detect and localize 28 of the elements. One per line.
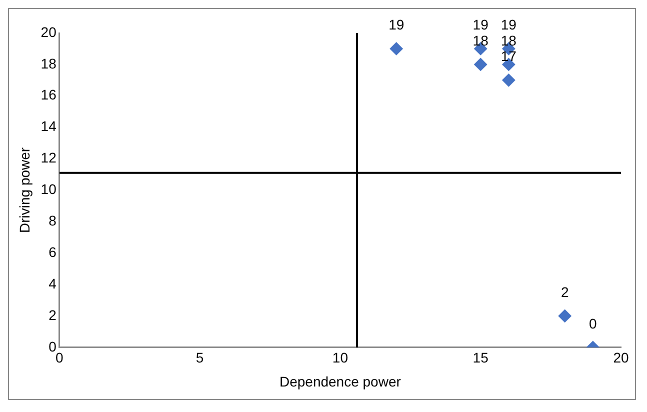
x-tick-label: 10 [332,350,348,366]
y-tick-label: 10 [40,181,57,198]
y-tick-label: 18 [40,55,57,72]
point [390,42,403,56]
x-tick-label: 15 [472,350,489,366]
y-tick-label: 6 [48,244,57,260]
data-label: 18 [472,32,489,48]
y-tick-label: 12 [40,150,57,166]
data-label: 19 [500,16,517,33]
data-label: 17 [500,48,517,64]
y-tick-label: 20 [40,24,57,40]
y-tick-label: 16 [40,86,57,103]
y-tick-label: 0 [48,338,57,354]
y-axis-title: Driving power [16,147,32,233]
data-label: 18 [500,32,517,48]
data-label: 0 [589,315,598,332]
x-tick-label: 20 [613,350,629,366]
data-label: 19 [472,16,489,33]
y-tick-label: 14 [40,118,57,134]
y-tick-label: 2 [48,306,57,323]
y-tick-label: 4 [48,275,57,292]
point [474,58,488,71]
point [502,74,516,87]
data-label: 19 [388,16,404,33]
x-axis-title: Dependence power [279,373,402,390]
y-tick-label: 8 [48,212,57,228]
data-label: 2 [560,284,569,300]
x-tick-label: 5 [196,350,204,366]
